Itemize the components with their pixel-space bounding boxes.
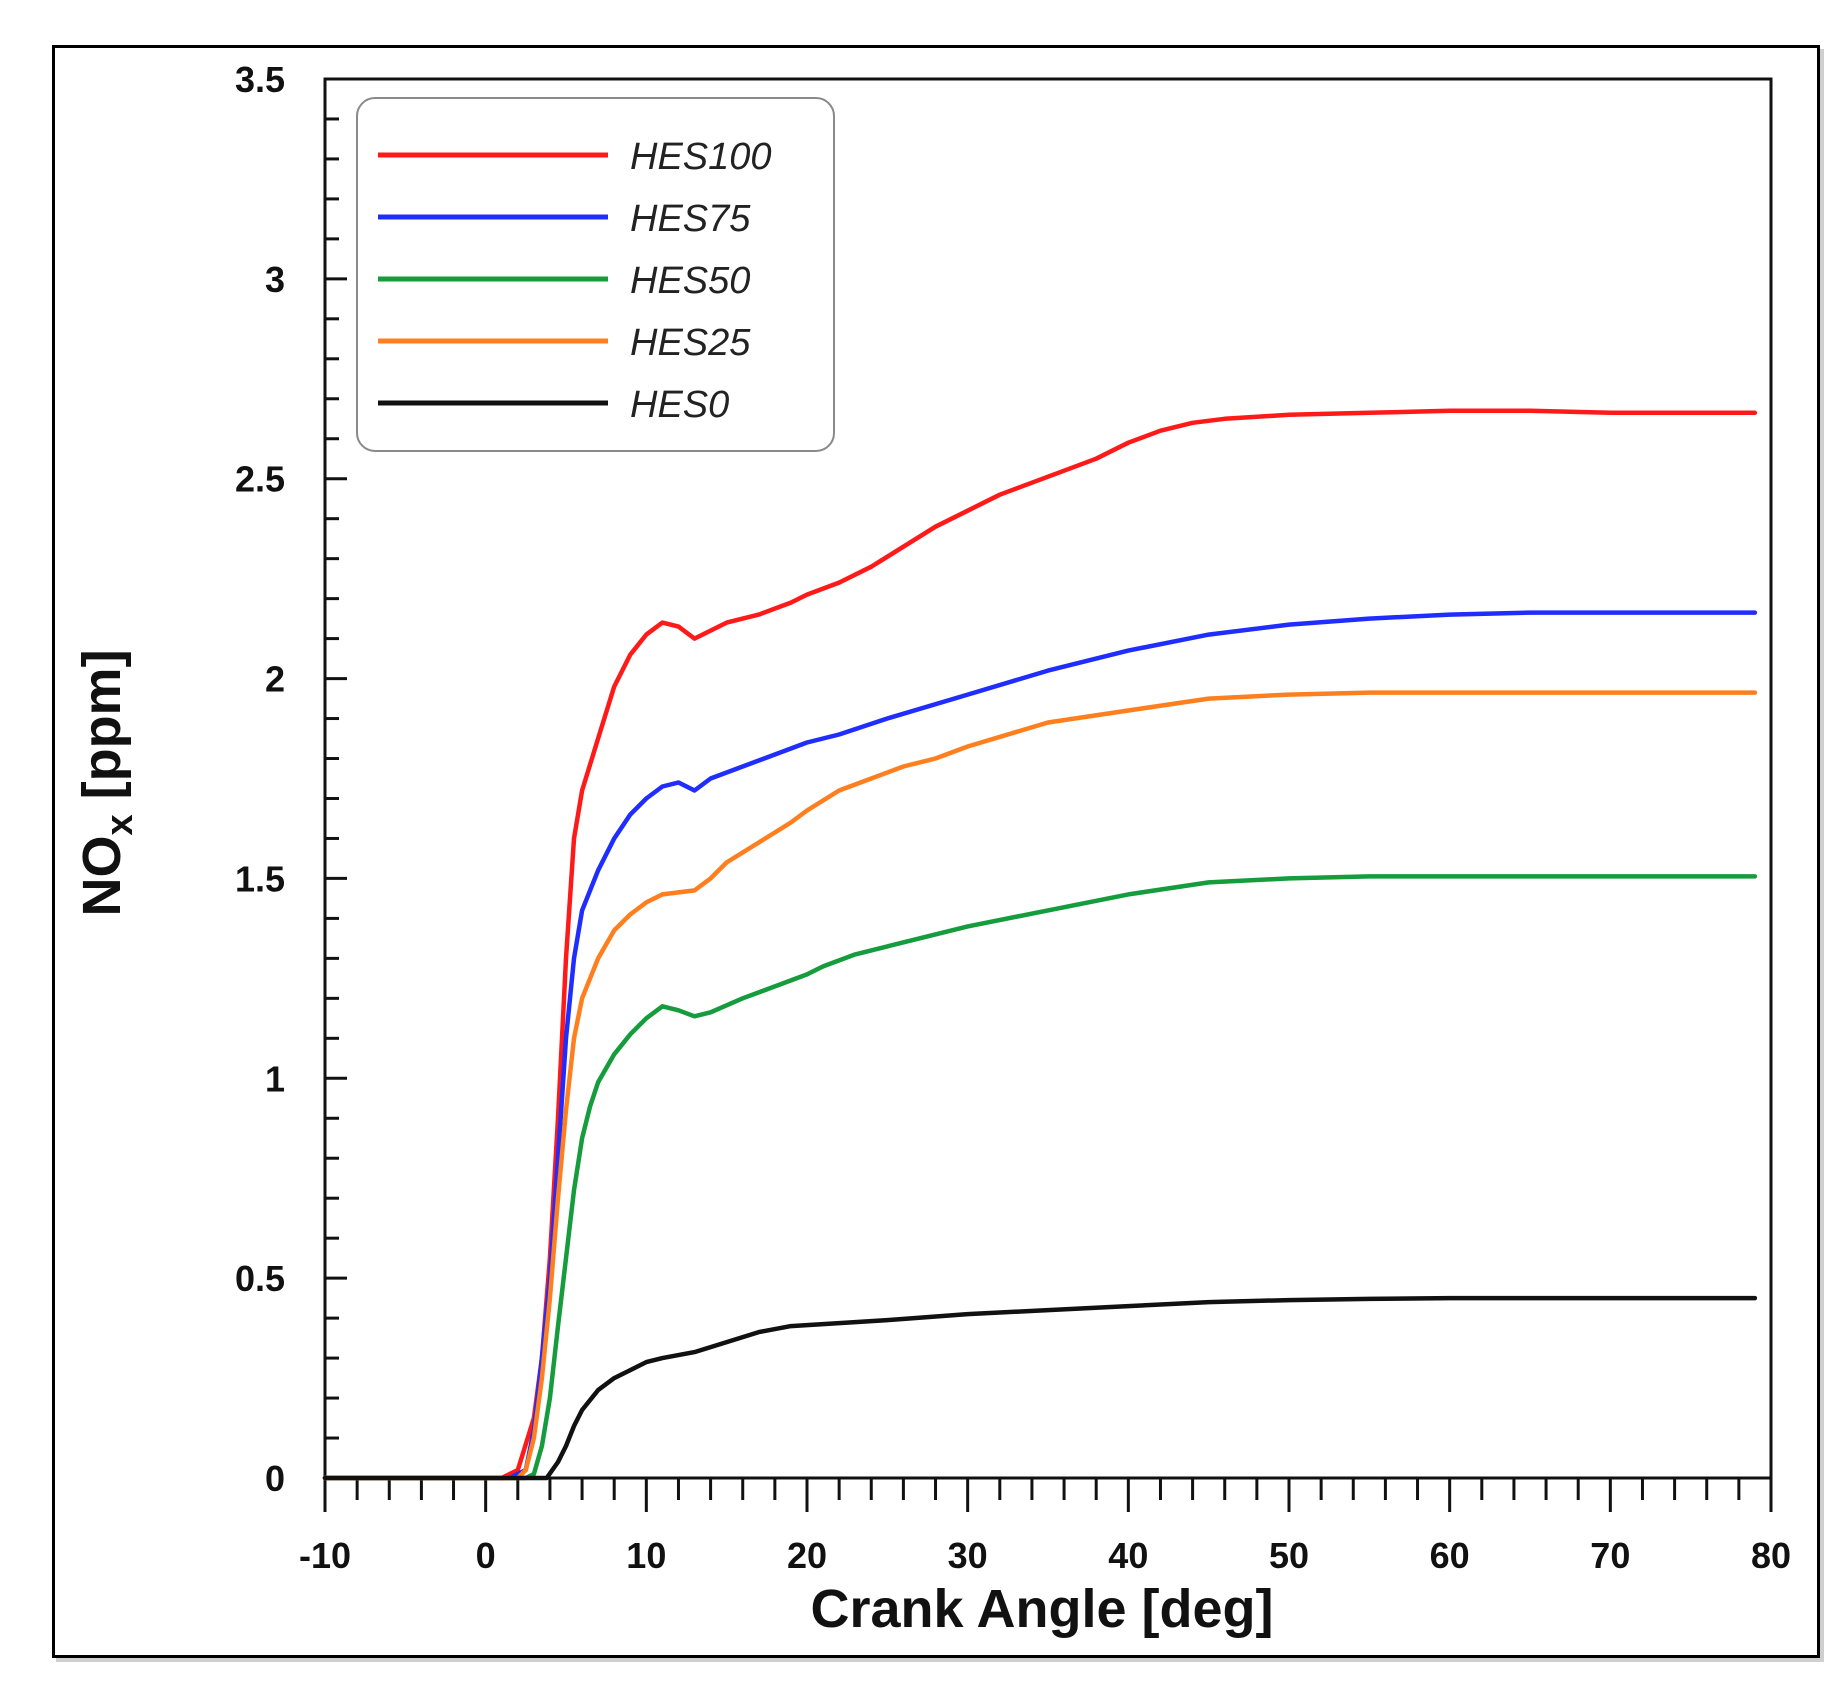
legend-label-hes75: HES75 <box>630 198 751 240</box>
x-tick-label: -10 <box>299 1535 351 1576</box>
y-tick-label: 0.5 <box>235 1258 285 1299</box>
legend-label-hes25: HES25 <box>630 322 751 364</box>
x-tick-label: 60 <box>1430 1535 1470 1576</box>
x-tick-label: 0 <box>476 1535 496 1576</box>
x-axis-title: Crank Angle [deg] <box>810 1579 1273 1639</box>
x-tick-label: 50 <box>1269 1535 1309 1576</box>
y-axis-title-main: NO <box>72 836 132 917</box>
y-tick-label: 2.5 <box>235 459 285 500</box>
x-tick-label: 80 <box>1751 1535 1791 1576</box>
series-line-hes100 <box>322 408 1758 1481</box>
x-tick-label: 30 <box>948 1535 988 1576</box>
x-tick-label: 70 <box>1590 1535 1630 1576</box>
y-tick-label: 3 <box>265 259 285 300</box>
series-line-hes0 <box>322 1295 1758 1481</box>
series-line-hes50 <box>322 874 1758 1481</box>
series-line-hes25 <box>322 690 1758 1481</box>
axes <box>323 77 1773 1480</box>
legend-label-hes100: HES100 <box>630 136 772 178</box>
legend-label-hes50: HES50 <box>630 260 750 302</box>
legend-label-hes0: HES0 <box>630 384 729 426</box>
y-tick-label: 1 <box>265 1058 285 1099</box>
y-axis-title-unit: [ppm] <box>72 649 132 814</box>
y-tick-label: 1.5 <box>235 858 285 899</box>
chart-frame <box>52 45 1820 1658</box>
x-tick-label: 40 <box>1108 1535 1148 1576</box>
legend-box <box>356 97 835 452</box>
plot-area-border <box>323 77 1773 1480</box>
x-tick-label: 10 <box>626 1535 666 1576</box>
y-tick-label: 0 <box>265 1458 285 1499</box>
series-line-hes75 <box>322 610 1758 1481</box>
y-tick-label: 2 <box>265 659 285 700</box>
series-lines <box>322 408 1758 1481</box>
x-tick-label: 20 <box>787 1535 827 1576</box>
y-tick-label: 3.5 <box>235 59 285 100</box>
ticks: 0 0.5 1 1.5 2 2.5 3 3.5 -10 0 10 20 30 40 50 60 70 80 <box>235 59 1791 1576</box>
y-axis-title-subscript: x <box>99 814 141 835</box>
y-axis-title: NOx [ppm] <box>72 649 141 916</box>
legend: HES100 HES75 HES50 HES25 HES0 <box>356 97 835 452</box>
